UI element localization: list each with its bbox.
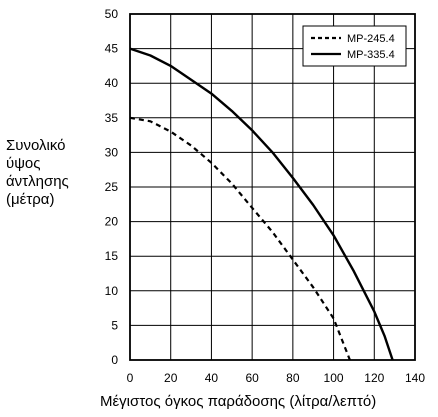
x-tick-label: 0 — [127, 371, 134, 385]
legend-label: MP-335.4 — [347, 49, 395, 61]
x-tick-label: 60 — [245, 371, 259, 385]
y-tick-label: 0 — [111, 353, 118, 367]
y-tick-label: 45 — [105, 42, 119, 56]
y-tick-label: 25 — [105, 180, 119, 194]
x-tick-label: 100 — [324, 371, 344, 385]
y-tick-label: 40 — [105, 76, 119, 90]
y-tick-label: 15 — [105, 249, 119, 263]
y-axis-label-line-1: Συνολικό — [6, 137, 66, 154]
x-tick-label: 40 — [205, 371, 219, 385]
x-tick-label: 140 — [405, 371, 425, 385]
legend-label: MP-245.4 — [347, 33, 395, 45]
y-tick-label: 5 — [111, 318, 118, 332]
y-tick-label: 10 — [105, 284, 119, 298]
y-tick-label: 30 — [105, 145, 119, 159]
y-tick-label: 20 — [105, 215, 119, 229]
legend-box — [302, 25, 407, 67]
y-axis-label-line-2: ύψος — [6, 155, 41, 172]
x-tick-label: 20 — [164, 371, 178, 385]
y-tick-label: 35 — [105, 111, 119, 125]
plot-frame — [129, 13, 416, 361]
series-line-mp-245-4 — [129, 116, 351, 361]
x-tick-label: 120 — [364, 371, 384, 385]
y-axis-label-line-3: άντλησης — [6, 173, 69, 190]
x-axis-label: Μέγιστος όγκος παράδοσης (λίτρα/λεπτό) — [100, 393, 377, 410]
series-line-mp-335-4 — [129, 47, 394, 361]
y-axis-label-line-4: (μέτρα) — [6, 191, 55, 208]
x-tick-label: 80 — [286, 371, 300, 385]
y-tick-label: 50 — [105, 7, 119, 21]
